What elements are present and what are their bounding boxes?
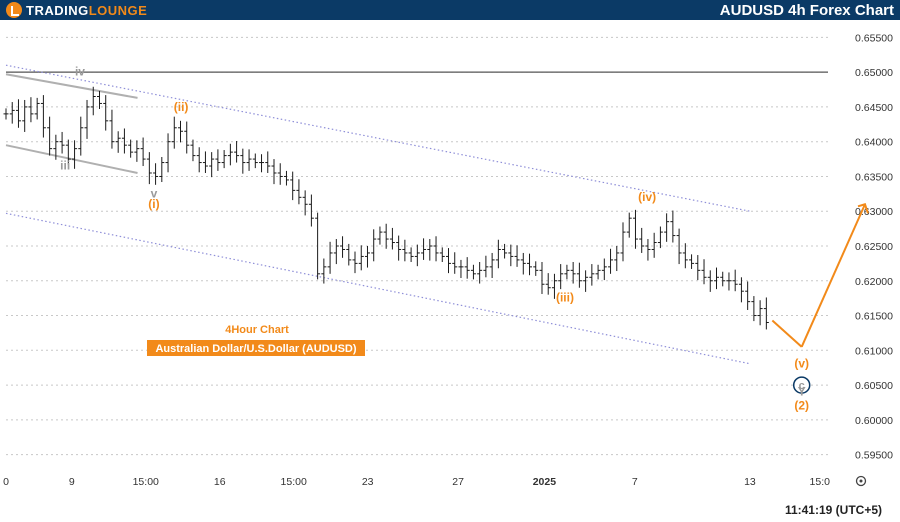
y-tick-label: 0.65000 (855, 67, 893, 79)
wave-label: (i) (148, 197, 159, 211)
x-tick-label: 2025 (533, 476, 557, 488)
annotation-label: Australian Dollar/U.S.Dollar (AUDUSD) (155, 343, 356, 355)
logo-text-trading: TRADING (26, 2, 89, 18)
wave-label: (iii) (556, 291, 574, 305)
y-tick-label: 0.60000 (855, 415, 893, 427)
grey-channel-upper (5, 73, 138, 99)
y-tick-label: 0.65500 (855, 32, 893, 44)
y-tick-label: 0.64000 (855, 137, 893, 149)
y-tick-label: 0.62000 (855, 276, 893, 288)
projection-up-line (800, 203, 866, 348)
x-tick-label: 15:0 (810, 476, 831, 488)
channel-lower-line (5, 212, 751, 365)
x-tick-label: 0 (3, 476, 9, 488)
y-tick-label: 0.61000 (855, 345, 893, 357)
footer-bar: 11:41:19 (UTC+5) (0, 498, 900, 522)
grey-channel-lower (5, 144, 138, 174)
annotation-title: 4Hour Chart (225, 324, 289, 336)
settings-gear-icon[interactable] (855, 475, 867, 487)
projection-down-line (771, 319, 803, 348)
x-tick-label: 27 (452, 476, 464, 488)
wave-label: iii (60, 159, 70, 173)
brand-logo: TRADING LOUNGE (6, 1, 147, 19)
x-tick-label: 9 (69, 476, 75, 488)
y-tick-label: 0.59500 (855, 450, 893, 462)
settings-gear-icon-center (859, 479, 863, 483)
chart-title: AUDUSD 4h Forex Chart (719, 2, 894, 19)
y-tick-label: 0.63500 (855, 171, 893, 183)
wave-label: (2) (794, 398, 809, 412)
x-tick-label: 16 (214, 476, 226, 488)
wave-label-c: c (799, 380, 805, 392)
x-tick-label: 15:00 (281, 476, 307, 488)
y-tick-label: 0.64500 (855, 102, 893, 114)
header-bar: TRADING LOUNGE AUDUSD 4h Forex Chart (0, 0, 900, 20)
plot-area[interactable]: 0.65500 0.65000 0.64500 0.64000 0.63500 0.630… (0, 20, 900, 498)
wave-label: iv (75, 65, 85, 79)
logo-text-lounge: LOUNGE (88, 2, 148, 18)
y-tick-label: 0.61500 (855, 311, 893, 323)
wave-label: (iv) (638, 190, 656, 204)
wave-label: Y (798, 385, 806, 399)
logo-mark-icon (6, 2, 22, 18)
y-tick-label: 0.63000 (855, 206, 893, 218)
y-tick-label: 0.60500 (855, 380, 893, 392)
wave-label: (ii) (174, 100, 189, 114)
projection-arrowhead (857, 203, 869, 214)
x-tick-label: 7 (632, 476, 638, 488)
x-tick-label: 15:00 (133, 476, 159, 488)
y-tick-label: 0.62500 (855, 241, 893, 253)
wave-label: v (151, 186, 158, 200)
wave-label-circle (792, 376, 811, 394)
x-tick-label: 23 (362, 476, 374, 488)
wave-label: (v) (794, 357, 809, 371)
x-tick-label: 13 (744, 476, 756, 488)
price-chart[interactable]: 0.65500 0.65000 0.64500 0.64000 0.63500 0.630… (0, 20, 900, 498)
annotation-label-bg (147, 340, 365, 356)
time-readout: 11:41:19 (UTC+5) (784, 503, 882, 517)
